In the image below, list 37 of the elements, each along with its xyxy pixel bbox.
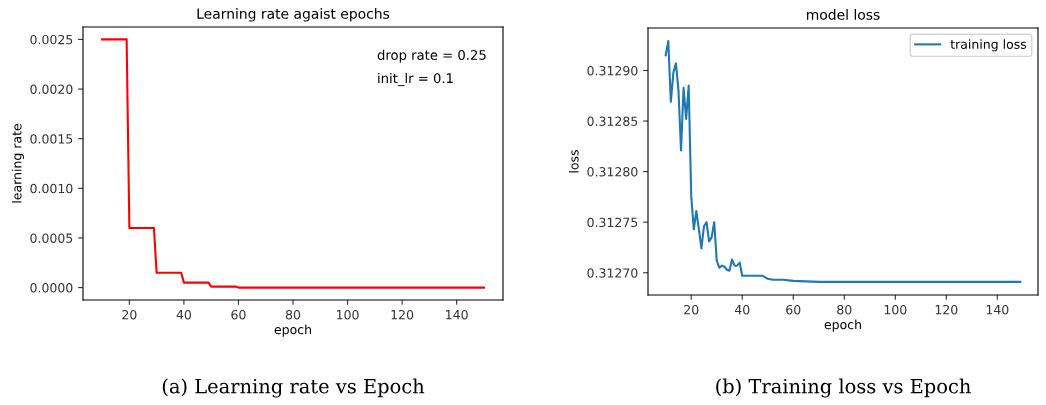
text: (a) Learning rate vs Epoch xyxy=(162,378,425,398)
x-tick-label: 80 xyxy=(837,304,852,315)
y-tick-label: 0.0005 xyxy=(30,233,73,243)
x-tick-label: 100 xyxy=(336,309,359,320)
x-tick-label: 120 xyxy=(935,304,958,315)
chart-title: model loss xyxy=(807,9,880,20)
y-axis-title: learning rate xyxy=(11,123,24,203)
y-tick-label: 0.0010 xyxy=(30,183,73,194)
y-tick-label: 0.31275 xyxy=(587,217,638,228)
x-tick-label: 60 xyxy=(231,309,246,320)
x-tick-label: 60 xyxy=(786,304,801,315)
y-tick-label: 0.31290 xyxy=(587,65,638,76)
x-axis-title: epoch xyxy=(274,324,311,337)
y-tick-label: 0.0000 xyxy=(30,283,73,293)
text: (b) Training loss vs Epoch xyxy=(716,378,971,398)
x-tick-label: 80 xyxy=(285,309,301,320)
y-axis-title: loss xyxy=(568,150,579,173)
chart-title: Learning rate agaist epochs xyxy=(197,8,390,22)
annotation: drop rate = 0.25 xyxy=(377,49,486,63)
y-tick-label: 0.0020 xyxy=(30,84,73,94)
line-series xyxy=(101,38,485,289)
x-tick-label: 20 xyxy=(684,304,699,315)
y-tick-label: 0.31285 xyxy=(587,116,638,126)
y-tick-label: 0.31280 xyxy=(587,167,638,177)
x-axis-title: epoch xyxy=(824,319,861,332)
x-tick-label: 40 xyxy=(176,309,192,320)
x-tick-label: 120 xyxy=(391,309,414,320)
y-tick-label: 0.31270 xyxy=(587,268,638,278)
x-tick-label: 20 xyxy=(122,309,137,320)
x-tick-label: 140 xyxy=(986,304,1009,315)
x-tick-label: 40 xyxy=(734,304,750,315)
y-tick-label: 0.0025 xyxy=(30,34,73,45)
annotation: init_lr = 0.1 xyxy=(378,72,453,87)
y-tick-label: 0.0015 xyxy=(30,134,73,144)
x-tick-label: 140 xyxy=(446,309,468,320)
legend-label: training loss xyxy=(950,39,1027,52)
x-tick-label: 100 xyxy=(884,304,907,315)
